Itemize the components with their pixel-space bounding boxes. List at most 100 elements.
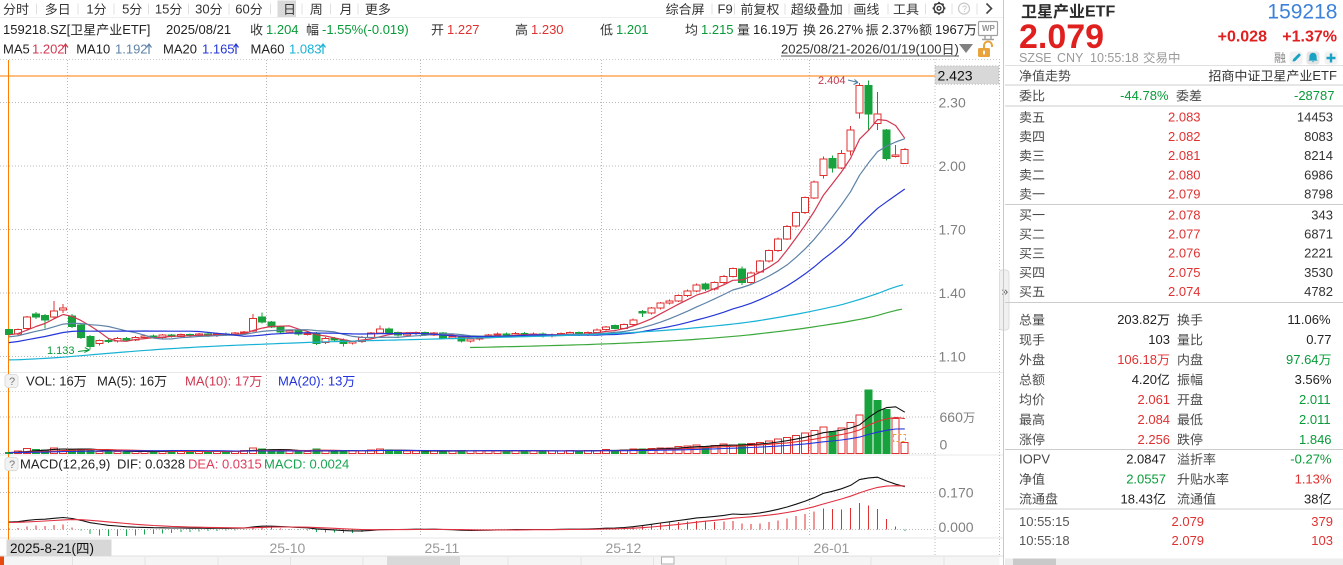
svg-text:159218: 159218 bbox=[1267, 1, 1337, 24]
svg-text:+0.028: +0.028 bbox=[1218, 29, 1267, 46]
svg-text:1.230: 1.230 bbox=[531, 22, 564, 37]
svg-text:CNY: CNY bbox=[1057, 51, 1084, 65]
svg-text:2.076: 2.076 bbox=[1168, 246, 1201, 261]
svg-text:MA10: MA10 bbox=[76, 42, 110, 57]
svg-text:103: 103 bbox=[1148, 332, 1170, 347]
svg-text:15: 15 bbox=[155, 2, 169, 17]
svg-text:1.40: 1.40 bbox=[939, 285, 966, 301]
svg-text:3530: 3530 bbox=[1304, 265, 1333, 280]
svg-text:379: 379 bbox=[1311, 514, 1333, 529]
svg-text:106.18: 106.18 bbox=[1117, 352, 1157, 367]
svg-text:8083: 8083 bbox=[1304, 129, 1333, 144]
svg-text:38: 38 bbox=[1304, 491, 1318, 506]
svg-text:8214: 8214 bbox=[1304, 148, 1333, 163]
svg-text:2.37%: 2.37% bbox=[882, 22, 919, 37]
svg-text:16.19: 16.19 bbox=[753, 22, 786, 37]
svg-text:203.82: 203.82 bbox=[1117, 312, 1157, 327]
svg-text:1.70: 1.70 bbox=[939, 221, 966, 237]
svg-text:2.011: 2.011 bbox=[1299, 412, 1331, 427]
svg-text:DEA: 0.0315: DEA: 0.0315 bbox=[188, 457, 262, 472]
svg-text:1967: 1967 bbox=[935, 22, 964, 37]
svg-text:?: ? bbox=[9, 459, 15, 471]
svg-text:97.64: 97.64 bbox=[1286, 352, 1319, 367]
svg-text:2.079: 2.079 bbox=[1172, 514, 1205, 529]
svg-text:25-12: 25-12 bbox=[606, 540, 642, 556]
svg-text:0.000: 0.000 bbox=[939, 519, 974, 535]
svg-text:2.079: 2.079 bbox=[1168, 187, 1201, 202]
svg-text:2.074: 2.074 bbox=[1168, 284, 1201, 299]
svg-text:1.165: 1.165 bbox=[202, 42, 235, 57]
svg-text:660: 660 bbox=[940, 409, 964, 425]
svg-text:MACD(12,26,9): MACD(12,26,9) bbox=[20, 457, 110, 472]
svg-text:2.077: 2.077 bbox=[1168, 227, 1201, 242]
svg-text:26.27%: 26.27% bbox=[819, 22, 864, 37]
svg-text:1.133: 1.133 bbox=[47, 345, 75, 357]
svg-text:11.06%: 11.06% bbox=[1287, 312, 1331, 327]
svg-text:SZSE: SZSE bbox=[1019, 51, 1052, 65]
svg-text:2221: 2221 bbox=[1304, 246, 1333, 261]
svg-text:60: 60 bbox=[235, 2, 249, 17]
svg-text:4782: 4782 bbox=[1304, 284, 1333, 299]
svg-text:2.061: 2.061 bbox=[1138, 392, 1171, 407]
svg-text:343: 343 bbox=[1311, 207, 1333, 222]
svg-text:2.079: 2.079 bbox=[1019, 18, 1104, 56]
svg-text:6986: 6986 bbox=[1304, 167, 1333, 182]
svg-text:+1.37%: +1.37% bbox=[1282, 29, 1337, 46]
svg-text:MA(5): 16: MA(5): 16 bbox=[97, 374, 154, 389]
svg-text:2.084: 2.084 bbox=[1138, 412, 1171, 427]
svg-text:MA20: MA20 bbox=[163, 42, 197, 57]
svg-text:5: 5 bbox=[122, 2, 129, 17]
svg-text:1.192: 1.192 bbox=[115, 42, 148, 57]
svg-text:VOL: 16: VOL: 16 bbox=[26, 374, 74, 389]
svg-text:1.13%: 1.13% bbox=[1295, 472, 1332, 487]
svg-text:2.011: 2.011 bbox=[1299, 392, 1331, 407]
svg-text:1.846: 1.846 bbox=[1299, 432, 1332, 447]
svg-text:»: » bbox=[1002, 284, 1009, 298]
svg-text:-1.55%(-0.019): -1.55%(-0.019) bbox=[322, 22, 409, 37]
svg-text:2.00: 2.00 bbox=[939, 158, 966, 174]
svg-text:2.423: 2.423 bbox=[938, 67, 973, 83]
svg-text:2.079: 2.079 bbox=[1172, 533, 1205, 548]
svg-text:): ) bbox=[90, 541, 95, 556]
svg-text:ETF: ETF bbox=[1085, 4, 1115, 21]
svg-text:): ) bbox=[955, 42, 959, 57]
svg-text:0.170: 0.170 bbox=[939, 484, 974, 500]
svg-text:1.202: 1.202 bbox=[32, 42, 65, 57]
svg-text:1.227: 1.227 bbox=[447, 22, 480, 37]
svg-text:1.083: 1.083 bbox=[289, 42, 322, 57]
svg-text:2.082: 2.082 bbox=[1168, 129, 1201, 144]
svg-text:ETF]: ETF] bbox=[122, 22, 150, 37]
svg-text:IOPV: IOPV bbox=[1019, 452, 1050, 467]
svg-text:26-01: 26-01 bbox=[814, 540, 850, 556]
svg-text:2.0557: 2.0557 bbox=[1126, 472, 1166, 487]
svg-text:25-10: 25-10 bbox=[270, 540, 306, 556]
svg-text:1.204: 1.204 bbox=[266, 22, 299, 37]
svg-text:2.081: 2.081 bbox=[1168, 148, 1201, 163]
svg-text:2.083: 2.083 bbox=[1168, 110, 1201, 125]
svg-text:6871: 6871 bbox=[1304, 227, 1333, 242]
svg-text:MA5: MA5 bbox=[3, 42, 30, 57]
svg-text:-44.78%: -44.78% bbox=[1120, 88, 1169, 103]
svg-text:?: ? bbox=[9, 376, 15, 388]
svg-text:159218.SZ[: 159218.SZ[ bbox=[3, 22, 71, 37]
svg-text:MACD: 0.0024: MACD: 0.0024 bbox=[264, 457, 349, 472]
svg-text:0: 0 bbox=[940, 437, 948, 453]
svg-text:103: 103 bbox=[1311, 533, 1333, 548]
svg-text:18.43: 18.43 bbox=[1121, 491, 1154, 506]
svg-text:2.075: 2.075 bbox=[1168, 265, 1201, 280]
svg-text:2025-8-21(: 2025-8-21( bbox=[10, 541, 77, 556]
svg-text:1.215: 1.215 bbox=[701, 22, 734, 37]
svg-text:-0.27%: -0.27% bbox=[1290, 452, 1332, 467]
svg-text:1: 1 bbox=[86, 2, 93, 17]
svg-text:MA(20): 13: MA(20): 13 bbox=[278, 374, 342, 389]
svg-text:4.20: 4.20 bbox=[1132, 372, 1157, 387]
svg-text:1.201: 1.201 bbox=[616, 22, 649, 37]
svg-text:2.404: 2.404 bbox=[818, 75, 846, 87]
svg-text:1.10: 1.10 bbox=[939, 348, 966, 364]
svg-text:ETF: ETF bbox=[1312, 68, 1337, 83]
svg-text:10:55:18: 10:55:18 bbox=[1090, 51, 1139, 65]
svg-text:2.30: 2.30 bbox=[939, 95, 966, 111]
svg-text:?: ? bbox=[962, 4, 967, 14]
svg-text:10:55:18: 10:55:18 bbox=[1019, 533, 1070, 548]
svg-text:2025/08/21-2026/01/19(100: 2025/08/21-2026/01/19(100 bbox=[781, 42, 941, 57]
